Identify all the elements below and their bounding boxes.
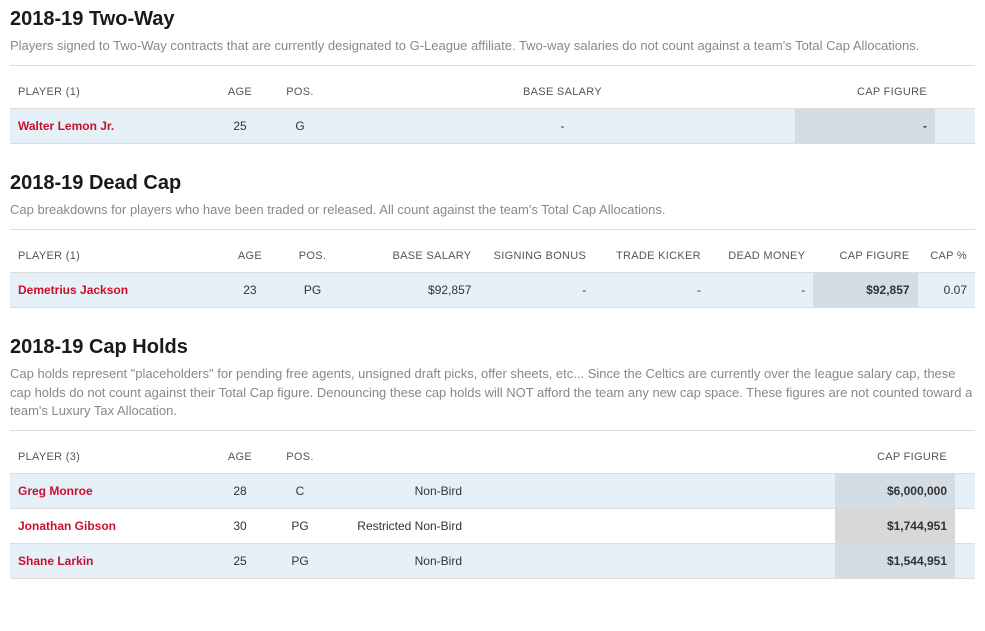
- player-link[interactable]: Walter Lemon Jr.: [18, 119, 114, 133]
- player-link[interactable]: Jonathan Gibson: [18, 519, 116, 533]
- cell-spacer: [470, 473, 835, 508]
- col-pos[interactable]: POS.: [281, 240, 344, 273]
- cap-holds-section: 2018-19 Cap Holds Cap holds represent "p…: [10, 336, 975, 579]
- col-age[interactable]: AGE: [210, 76, 270, 109]
- cell-age: 25: [210, 543, 270, 578]
- cell-type: Non-Bird: [330, 473, 470, 508]
- col-cap-figure[interactable]: CAP FIGURE: [795, 76, 935, 109]
- cell-base: -: [330, 109, 795, 144]
- col-age[interactable]: AGE: [219, 240, 282, 273]
- cell-dead: -: [709, 273, 813, 308]
- cell-pos: G: [270, 109, 330, 144]
- table-header-row: PLAYER (1) AGE POS. BASE SALARY CAP FIGU…: [10, 76, 975, 109]
- two-way-section: 2018-19 Two-Way Players signed to Two-Wa…: [10, 8, 975, 144]
- col-player[interactable]: PLAYER (3): [10, 441, 210, 474]
- cap-holds-desc: Cap holds represent "placeholders" for p…: [10, 365, 975, 431]
- table-row: Jonathan Gibson 30 PG Restricted Non-Bir…: [10, 508, 975, 543]
- cell-pos: C: [270, 473, 330, 508]
- cap-holds-table: PLAYER (3) AGE POS. CAP FIGURE Greg Monr…: [10, 441, 975, 579]
- two-way-title: 2018-19 Two-Way: [10, 8, 975, 31]
- col-trade-kicker[interactable]: TRADE KICKER: [594, 240, 709, 273]
- cell-type: Non-Bird: [330, 543, 470, 578]
- cell-cappct: 0.07: [918, 273, 975, 308]
- cell-type: Restricted Non-Bird: [330, 508, 470, 543]
- player-link[interactable]: Greg Monroe: [18, 484, 93, 498]
- cell-spacer: [955, 508, 975, 543]
- dead-cap-title: 2018-19 Dead Cap: [10, 172, 975, 195]
- col-cap-figure[interactable]: CAP FIGURE: [813, 240, 917, 273]
- col-base-salary[interactable]: BASE SALARY: [330, 76, 795, 109]
- col-base-salary[interactable]: BASE SALARY: [344, 240, 480, 273]
- cell-base: $92,857: [344, 273, 480, 308]
- two-way-desc: Players signed to Two-Way contracts that…: [10, 37, 975, 66]
- cell-kicker: -: [594, 273, 709, 308]
- cell-spacer: [470, 508, 835, 543]
- player-link[interactable]: Shane Larkin: [18, 554, 93, 568]
- table-row: Demetrius Jackson 23 PG $92,857 - - - $9…: [10, 273, 975, 308]
- cell-capfig: $1,544,951: [835, 543, 955, 578]
- cell-pos: PG: [270, 508, 330, 543]
- table-row: Greg Monroe 28 C Non-Bird $6,000,000: [10, 473, 975, 508]
- table-header-row: PLAYER (1) AGE POS. BASE SALARY SIGNING …: [10, 240, 975, 273]
- table-header-row: PLAYER (3) AGE POS. CAP FIGURE: [10, 441, 975, 474]
- col-spacer: [955, 441, 975, 474]
- cell-capfig: -: [795, 109, 935, 144]
- cell-spacer: [470, 543, 835, 578]
- cell-age: 30: [210, 508, 270, 543]
- dead-cap-table: PLAYER (1) AGE POS. BASE SALARY SIGNING …: [10, 240, 975, 308]
- col-age[interactable]: AGE: [210, 441, 270, 474]
- cell-pos: PG: [270, 543, 330, 578]
- cell-capfig: $92,857: [813, 273, 917, 308]
- cell-age: 25: [210, 109, 270, 144]
- col-player[interactable]: PLAYER (1): [10, 76, 210, 109]
- col-dead-money[interactable]: DEAD MONEY: [709, 240, 813, 273]
- cell-pos: PG: [281, 273, 344, 308]
- table-row: Shane Larkin 25 PG Non-Bird $1,544,951: [10, 543, 975, 578]
- col-pos[interactable]: POS.: [270, 441, 330, 474]
- cell-capfig: $6,000,000: [835, 473, 955, 508]
- table-row: Walter Lemon Jr. 25 G - -: [10, 109, 975, 144]
- col-cap-pct[interactable]: CAP %: [918, 240, 975, 273]
- cell-spacer: [935, 109, 975, 144]
- col-player[interactable]: PLAYER (1): [10, 240, 219, 273]
- cell-spacer: [955, 543, 975, 578]
- cell-bonus: -: [479, 273, 594, 308]
- col-signing-bonus[interactable]: SIGNING BONUS: [479, 240, 594, 273]
- dead-cap-desc: Cap breakdowns for players who have been…: [10, 201, 975, 230]
- cell-capfig: $1,744,951: [835, 508, 955, 543]
- cell-age: 28: [210, 473, 270, 508]
- two-way-table: PLAYER (1) AGE POS. BASE SALARY CAP FIGU…: [10, 76, 975, 144]
- player-link[interactable]: Demetrius Jackson: [18, 283, 128, 297]
- col-spacer: [935, 76, 975, 109]
- col-type[interactable]: [330, 441, 470, 474]
- dead-cap-section: 2018-19 Dead Cap Cap breakdowns for play…: [10, 172, 975, 308]
- col-spacer: [470, 441, 835, 474]
- col-cap-figure[interactable]: CAP FIGURE: [835, 441, 955, 474]
- cell-age: 23: [219, 273, 282, 308]
- col-pos[interactable]: POS.: [270, 76, 330, 109]
- cell-spacer: [955, 473, 975, 508]
- cap-holds-title: 2018-19 Cap Holds: [10, 336, 975, 359]
